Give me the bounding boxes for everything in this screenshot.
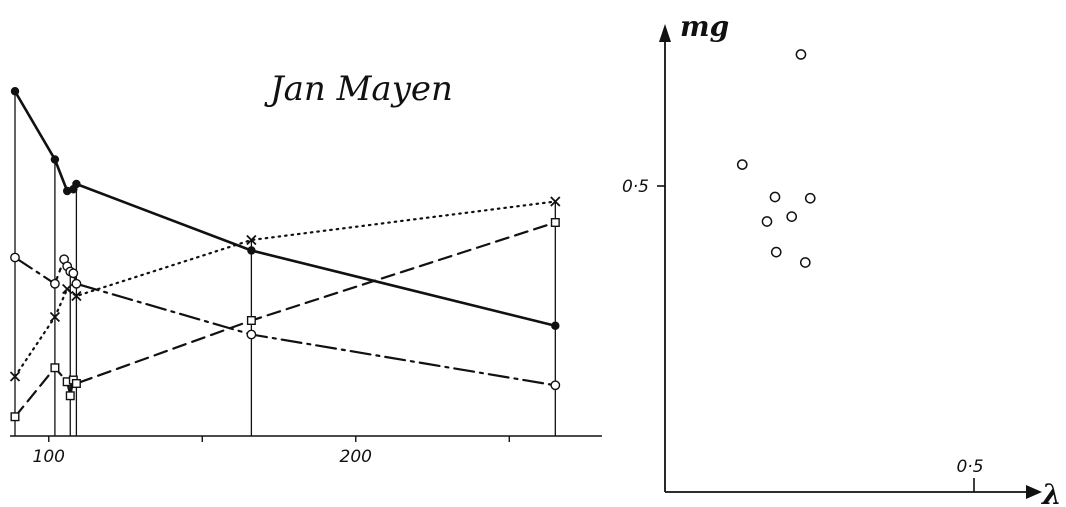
series-line [13, 256, 557, 387]
x-axis-arrowhead [1026, 485, 1042, 499]
data-point [72, 179, 81, 189]
data-point [50, 155, 60, 164]
data-point [71, 278, 82, 289]
data-point [246, 316, 256, 326]
data-point [10, 252, 20, 263]
y-axis-arrowhead [659, 24, 671, 42]
scatter-point [786, 211, 798, 222]
drop-lines [14, 91, 556, 436]
data-point [550, 380, 561, 391]
data-point [247, 246, 256, 255]
left-x-ticks: 100 200 [33, 436, 510, 467]
chart-title: Jan Mayen [264, 69, 453, 109]
left-series-group [9, 87, 561, 422]
data-point [49, 311, 61, 323]
scatter-point [769, 191, 781, 203]
data-point [10, 412, 20, 422]
data-point [9, 371, 21, 382]
right-ticks: 0·5 0·5 [622, 177, 984, 492]
x-tick-label: 100 [33, 447, 65, 467]
x-tick-label: 0·5 [956, 457, 983, 477]
y-axis-title: mg [680, 10, 729, 43]
data-point [550, 217, 560, 227]
data-point [71, 290, 82, 302]
scatter-point [761, 216, 773, 227]
x-tick-label: 200 [340, 447, 372, 467]
scatter-point [736, 159, 748, 170]
scatter-point [804, 192, 816, 204]
data-point [65, 391, 75, 401]
series-dotted [9, 196, 561, 382]
series-line [13, 200, 557, 378]
scatter-point [770, 246, 782, 258]
data-point [71, 379, 81, 389]
right-scatter-chart: mg λ 0·5 0·5 [622, 10, 1062, 507]
series-dash-dot [10, 252, 561, 391]
x-axis-title: λ [1041, 478, 1062, 507]
scatter-points [736, 49, 816, 268]
y-tick-label: 0·5 [622, 177, 649, 197]
data-point [551, 321, 560, 330]
series-line [13, 221, 557, 418]
scatter-point [799, 257, 811, 268]
data-point [246, 329, 257, 340]
data-point [550, 196, 561, 207]
series-dashed [10, 217, 560, 422]
data-point [10, 87, 20, 96]
data-point [62, 283, 73, 295]
left-line-chart: Jan Mayen 100 200 [9, 69, 602, 467]
data-point [50, 278, 60, 289]
scatter-point [795, 49, 807, 60]
data-point [68, 268, 79, 279]
data-point [246, 234, 257, 246]
series-solid [10, 87, 560, 330]
data-point [50, 363, 60, 373]
